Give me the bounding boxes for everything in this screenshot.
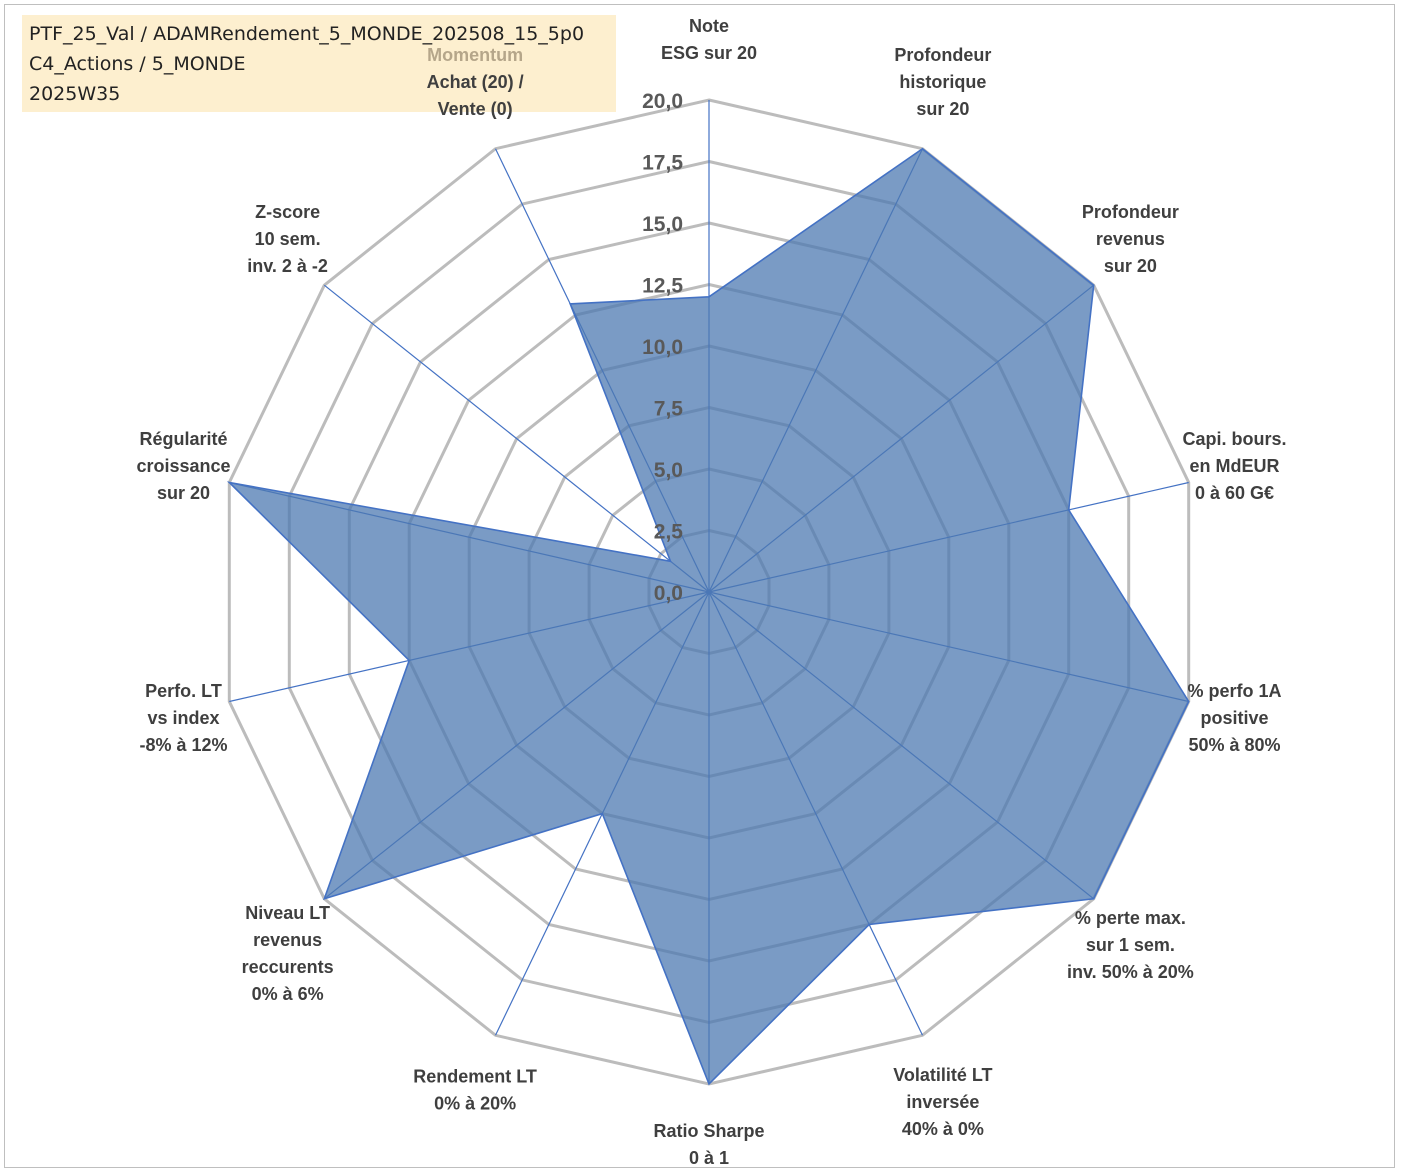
category-label-line: croissance (136, 456, 230, 476)
category-label-line: sur 20 (1104, 256, 1157, 276)
category-label-line: Ratio Sharpe (653, 1121, 764, 1141)
category-label: % perte max. sur 1 sem. inv. 50% à 20% (1067, 908, 1194, 982)
category-label-line: sur 20 (157, 483, 210, 503)
category-label-line: revenus (253, 930, 322, 950)
info-box: PTF_25_Val / ADAMRendement_5_MONDE_20250… (22, 15, 616, 112)
tick-label: 2,5 (654, 521, 684, 544)
category-label: Z-score 10 sem. inv. 2 à -2 (247, 202, 328, 276)
category-label: Profondeur revenus sur 20 (1082, 202, 1179, 276)
category-label: Perfo. LT vs index -8% à 12% (139, 681, 227, 755)
info-line-portfolio: PTF_25_Val / ADAMRendement_5_MONDE_20250… (29, 23, 585, 45)
category-label: Momentum Achat (20) / Vente (0) (427, 45, 524, 119)
tick-labels: 0,0 2,5 5,0 7,5 10,0 12,5 15,0 17,5 20,0 (642, 90, 683, 605)
axis-spoke (323, 284, 710, 593)
category-label-line: % perte max. (1075, 908, 1186, 928)
category-label-line: % perfo 1A (1187, 681, 1281, 701)
category-label: Profondeur historique sur 20 (894, 45, 991, 119)
info-line-category: C4_Actions / 5_MONDE (29, 53, 246, 75)
category-label-line: Niveau LT (245, 903, 330, 923)
category-label-line: 0 à 60 G€ (1195, 483, 1274, 503)
category-label-line: Volatilité LT (893, 1065, 992, 1085)
category-label: Niveau LT revenus reccurents 0% à 6% (242, 903, 334, 1004)
tick-label: 20,0 (642, 90, 683, 113)
category-label-line: historique (899, 72, 986, 92)
category-label-line: revenus (1096, 229, 1165, 249)
tick-label: 7,5 (654, 398, 684, 421)
category-label-line: Régularité (139, 429, 227, 449)
category-label-line: Rendement LT (413, 1066, 537, 1086)
category-label: Capi. bours. en MdEUR 0 à 60 G€ (1182, 429, 1286, 503)
tick-label: 15,0 (642, 213, 683, 236)
category-label-line: 50% à 80% (1188, 735, 1280, 755)
category-labels: Note ESG sur 20 Profondeur historique sur 20… (136, 16, 1286, 1168)
category-label-line: 10 sem. (255, 229, 321, 249)
category-label-line: 0 à 1 (689, 1148, 729, 1168)
category-label: Rendement LT 0% à 20% (413, 1066, 537, 1113)
category-label-line: inversée (906, 1092, 979, 1112)
category-label: Volatilité LT inversée 40% à 0% (893, 1065, 992, 1139)
category-label: Régularité croissance sur 20 (136, 429, 230, 503)
tick-label: 5,0 (654, 459, 683, 482)
tick-label: 17,5 (642, 152, 683, 175)
category-label-line: sur 20 (916, 99, 969, 119)
category-label-line: inv. 2 à -2 (247, 256, 328, 276)
category-label-line: Profondeur (894, 45, 991, 65)
category-label-line: Z-score (255, 202, 320, 222)
info-line-week: 2025W35 (29, 83, 121, 105)
category-label-line: 0% à 6% (252, 984, 324, 1004)
category-label-line: Capi. bours. (1182, 429, 1286, 449)
category-label-line: Profondeur (1082, 202, 1179, 222)
series-area-group (226, 147, 1190, 1086)
category-label-line: Perfo. LT (145, 681, 222, 701)
category-label: Ratio Sharpe 0 à 1 (653, 1121, 764, 1168)
category-label: Note ESG sur 20 (661, 16, 757, 63)
category-label-line: reccurents (242, 957, 334, 977)
category-label-line: Vente (0) (438, 99, 513, 119)
category-label-line: 40% à 0% (902, 1119, 984, 1139)
series-area (226, 147, 1190, 1086)
tick-label: 10,0 (642, 336, 683, 359)
category-label-line: 0% à 20% (434, 1093, 516, 1113)
category-label-line: sur 1 sem. (1086, 935, 1175, 955)
category-label-line: inv. 50% à 20% (1067, 962, 1194, 982)
category-label-highlight: Momentum (427, 45, 523, 65)
tick-label: 0,0 (654, 582, 683, 605)
category-label-line: -8% à 12% (139, 735, 227, 755)
category-label-line: ESG sur 20 (661, 43, 757, 63)
category-label: % perfo 1A positive 50% à 80% (1187, 681, 1281, 755)
category-label-line: Achat (20) / (427, 72, 524, 92)
category-label-line: vs index (147, 708, 219, 728)
category-label-line: Note (689, 16, 729, 36)
category-label-line: en MdEUR (1190, 456, 1280, 476)
category-label-line: positive (1200, 708, 1268, 728)
tick-label: 12,5 (642, 275, 683, 298)
